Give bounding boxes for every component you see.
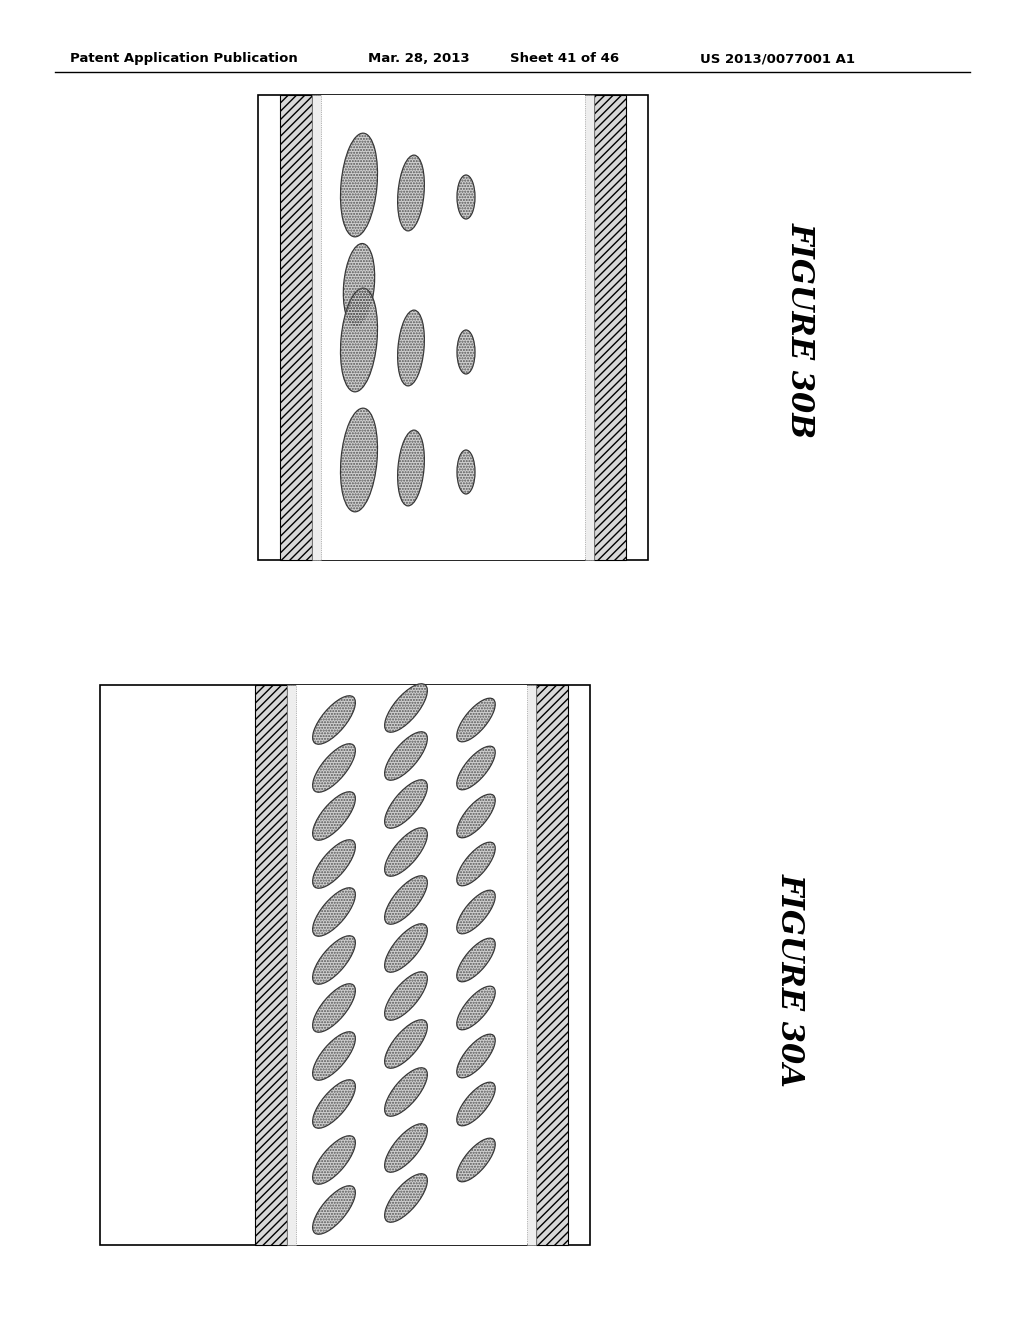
Ellipse shape bbox=[341, 408, 378, 512]
Ellipse shape bbox=[312, 696, 355, 744]
Ellipse shape bbox=[385, 924, 427, 973]
Text: Patent Application Publication: Patent Application Publication bbox=[70, 51, 298, 65]
Bar bbox=[527, 685, 536, 1245]
Ellipse shape bbox=[312, 1080, 355, 1129]
Ellipse shape bbox=[457, 939, 496, 982]
Ellipse shape bbox=[457, 450, 475, 494]
Ellipse shape bbox=[397, 156, 424, 231]
Ellipse shape bbox=[312, 1185, 355, 1234]
Text: FIGURE 30B: FIGURE 30B bbox=[784, 222, 815, 438]
Ellipse shape bbox=[457, 176, 475, 219]
Bar bbox=[255, 685, 287, 1245]
Ellipse shape bbox=[312, 888, 355, 936]
Ellipse shape bbox=[341, 288, 378, 392]
Ellipse shape bbox=[312, 743, 355, 792]
Ellipse shape bbox=[457, 1082, 496, 1126]
Bar bbox=[312, 95, 321, 560]
Ellipse shape bbox=[457, 795, 496, 838]
Ellipse shape bbox=[312, 840, 355, 888]
Ellipse shape bbox=[385, 780, 427, 828]
Ellipse shape bbox=[312, 1135, 355, 1184]
Ellipse shape bbox=[457, 986, 496, 1030]
Ellipse shape bbox=[457, 842, 496, 886]
Text: Sheet 41 of 46: Sheet 41 of 46 bbox=[510, 51, 620, 65]
Ellipse shape bbox=[457, 1138, 496, 1181]
Ellipse shape bbox=[385, 875, 427, 924]
Ellipse shape bbox=[457, 746, 496, 789]
Ellipse shape bbox=[312, 1032, 355, 1080]
Ellipse shape bbox=[385, 1068, 427, 1117]
Bar bbox=[321, 95, 585, 560]
Ellipse shape bbox=[385, 731, 427, 780]
Ellipse shape bbox=[397, 310, 424, 385]
Ellipse shape bbox=[385, 684, 427, 733]
Ellipse shape bbox=[341, 133, 378, 236]
Ellipse shape bbox=[385, 828, 427, 876]
Text: Mar. 28, 2013: Mar. 28, 2013 bbox=[368, 51, 470, 65]
Ellipse shape bbox=[343, 243, 375, 326]
Bar bbox=[296, 685, 527, 1245]
Ellipse shape bbox=[385, 972, 427, 1020]
Bar bbox=[585, 95, 594, 560]
Text: US 2013/0077001 A1: US 2013/0077001 A1 bbox=[700, 51, 855, 65]
Ellipse shape bbox=[312, 936, 355, 985]
Text: FIGURE 30A: FIGURE 30A bbox=[774, 873, 806, 1086]
Ellipse shape bbox=[312, 792, 355, 841]
Ellipse shape bbox=[397, 430, 424, 506]
Ellipse shape bbox=[385, 1173, 427, 1222]
Ellipse shape bbox=[457, 330, 475, 374]
Ellipse shape bbox=[457, 1034, 496, 1078]
Ellipse shape bbox=[457, 890, 496, 933]
Bar bbox=[280, 95, 312, 560]
Ellipse shape bbox=[312, 983, 355, 1032]
Bar bbox=[258, 95, 648, 560]
Bar bbox=[536, 685, 568, 1245]
Ellipse shape bbox=[385, 1123, 427, 1172]
Ellipse shape bbox=[457, 698, 496, 742]
Bar bbox=[594, 95, 626, 560]
Ellipse shape bbox=[385, 1020, 427, 1068]
Bar bbox=[287, 685, 296, 1245]
Bar bbox=[100, 685, 590, 1245]
